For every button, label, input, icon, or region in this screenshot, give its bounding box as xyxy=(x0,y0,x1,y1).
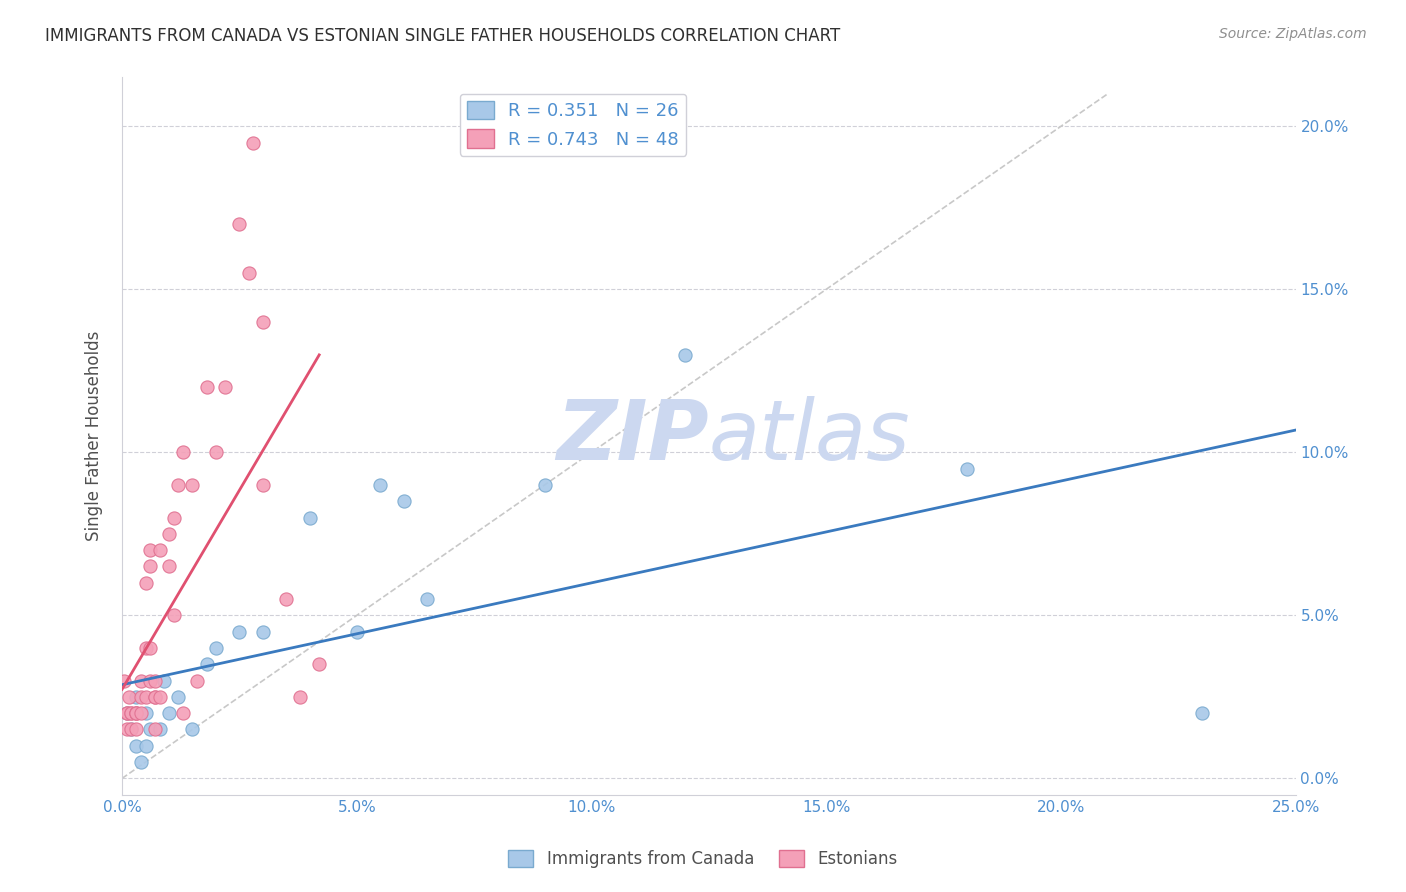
Point xyxy=(125,690,148,704)
Point xyxy=(143,723,166,737)
Point xyxy=(143,690,166,704)
Point xyxy=(195,657,218,672)
Point xyxy=(186,673,208,688)
Point xyxy=(181,478,204,492)
Point xyxy=(112,673,135,688)
Point xyxy=(673,347,696,361)
Point xyxy=(290,690,312,704)
Point xyxy=(238,266,260,280)
Point xyxy=(956,461,979,475)
Point xyxy=(308,657,330,672)
Point xyxy=(228,624,250,639)
Point xyxy=(120,723,142,737)
Point xyxy=(252,478,274,492)
Point xyxy=(120,723,142,737)
Point xyxy=(139,543,162,558)
Point xyxy=(125,723,148,737)
Point xyxy=(125,706,148,721)
Point xyxy=(149,690,172,704)
Point xyxy=(149,543,172,558)
Point xyxy=(115,706,138,721)
Text: atlas: atlas xyxy=(709,395,911,476)
Point xyxy=(533,478,555,492)
Point xyxy=(139,640,162,655)
Point xyxy=(125,706,148,721)
Point xyxy=(205,640,228,655)
Point xyxy=(125,706,148,721)
Point xyxy=(118,690,141,704)
Point xyxy=(129,755,152,769)
Point xyxy=(153,673,176,688)
Point xyxy=(143,690,166,704)
Point xyxy=(157,706,180,721)
Point xyxy=(125,739,148,753)
Point xyxy=(120,706,142,721)
Point xyxy=(172,706,194,721)
Point xyxy=(416,592,439,607)
Text: Source: ZipAtlas.com: Source: ZipAtlas.com xyxy=(1219,27,1367,41)
Point xyxy=(163,510,186,524)
Point xyxy=(134,575,156,590)
Point xyxy=(149,723,172,737)
Y-axis label: Single Father Households: Single Father Households xyxy=(86,331,103,541)
Point xyxy=(228,217,250,231)
Point xyxy=(120,706,142,721)
Point xyxy=(134,640,156,655)
Point xyxy=(163,608,186,623)
Point xyxy=(1191,706,1213,721)
Point xyxy=(129,690,152,704)
Point xyxy=(172,445,194,459)
Point xyxy=(139,559,162,574)
Point xyxy=(346,624,368,639)
Legend: Immigrants from Canada, Estonians: Immigrants from Canada, Estonians xyxy=(502,843,904,875)
Point xyxy=(134,706,156,721)
Point xyxy=(115,706,138,721)
Point xyxy=(115,706,138,721)
Point xyxy=(134,690,156,704)
Point xyxy=(129,706,152,721)
Point xyxy=(252,624,274,639)
Point xyxy=(134,739,156,753)
Point xyxy=(129,673,152,688)
Point xyxy=(139,723,162,737)
Point xyxy=(205,445,228,459)
Point xyxy=(252,315,274,329)
Point xyxy=(181,723,204,737)
Point xyxy=(298,510,321,524)
Text: IMMIGRANTS FROM CANADA VS ESTONIAN SINGLE FATHER HOUSEHOLDS CORRELATION CHART: IMMIGRANTS FROM CANADA VS ESTONIAN SINGL… xyxy=(45,27,841,45)
Point xyxy=(157,527,180,541)
Point xyxy=(368,478,391,492)
Point xyxy=(115,723,138,737)
Text: ZIP: ZIP xyxy=(557,395,709,476)
Point xyxy=(214,380,236,394)
Legend: R = 0.351   N = 26, R = 0.743   N = 48: R = 0.351 N = 26, R = 0.743 N = 48 xyxy=(460,94,686,156)
Point xyxy=(139,673,162,688)
Point xyxy=(276,592,298,607)
Point xyxy=(392,494,415,508)
Point xyxy=(195,380,218,394)
Point xyxy=(143,673,166,688)
Point xyxy=(167,690,190,704)
Point xyxy=(242,136,264,150)
Point xyxy=(167,478,190,492)
Point xyxy=(157,559,180,574)
